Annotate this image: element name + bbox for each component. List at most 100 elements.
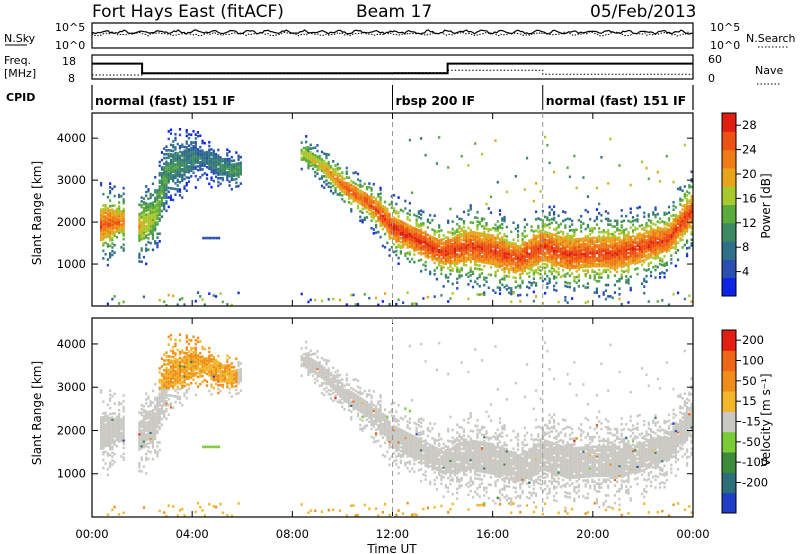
power-cell <box>598 246 601 249</box>
power-cell <box>471 249 475 253</box>
power-cell <box>613 230 617 234</box>
power-cell <box>645 269 648 272</box>
power-cell <box>685 205 689 209</box>
power-cell <box>417 229 420 232</box>
velocity-cell <box>154 449 157 452</box>
power-cell <box>440 238 443 242</box>
power-cell <box>201 160 204 164</box>
power-cell <box>645 225 648 229</box>
power-cell <box>674 228 677 232</box>
power-cell <box>528 245 531 248</box>
power-cell <box>106 220 109 224</box>
power-cell <box>163 186 166 190</box>
power-cell <box>415 229 418 233</box>
velocity-cell <box>109 422 112 426</box>
power-cell <box>149 206 152 209</box>
power-cell <box>402 221 405 224</box>
power-cell <box>638 237 641 241</box>
power-cell <box>329 167 333 170</box>
power-cell <box>187 155 191 159</box>
power-cell <box>573 277 576 281</box>
power-cell <box>352 192 355 196</box>
velocity-cell <box>111 431 114 435</box>
power-cell <box>187 176 191 180</box>
power-cell <box>647 239 650 243</box>
power-cell <box>611 259 614 262</box>
power-cell <box>625 256 628 260</box>
power-cell <box>307 153 310 157</box>
power-cell <box>307 161 310 164</box>
power-cell <box>485 244 488 248</box>
power-cell <box>519 254 522 257</box>
power-cell <box>658 232 662 236</box>
power-cell <box>494 270 497 274</box>
power-cell <box>584 273 587 276</box>
colorbar-tick-label: 8 <box>742 240 749 254</box>
power-cell <box>523 258 526 261</box>
velocity-cell <box>104 435 107 438</box>
power-cell <box>341 178 344 182</box>
power-cell <box>145 220 148 224</box>
power-cell <box>501 255 504 258</box>
velocity-cell <box>122 417 125 421</box>
velocity-cell <box>140 407 143 411</box>
power-cell <box>160 187 164 190</box>
power-cell <box>546 252 549 255</box>
power-y-axis-label: Slant Range [km] <box>30 161 44 265</box>
power-cell <box>483 259 486 262</box>
power-cell <box>172 187 175 190</box>
power-cell <box>300 150 303 154</box>
power-cell <box>476 227 479 231</box>
velocity-cell <box>109 465 112 468</box>
power-cell <box>393 218 396 222</box>
power-cell <box>672 231 675 234</box>
power-cell <box>489 243 493 247</box>
power-cell <box>469 260 472 264</box>
power-cell <box>510 266 513 269</box>
power-cell <box>553 262 556 265</box>
power-cell <box>564 239 567 242</box>
power-cell <box>685 201 689 205</box>
velocity-cell <box>158 380 161 384</box>
power-cell <box>609 261 612 264</box>
power-cell <box>354 182 357 186</box>
power-cell <box>347 197 351 200</box>
power-cell <box>480 245 484 249</box>
power-cell <box>469 266 472 270</box>
power-cell <box>600 244 603 247</box>
power-cell <box>336 174 339 177</box>
power-cell <box>510 258 513 262</box>
power-cell <box>512 268 515 272</box>
power-cell <box>424 234 427 238</box>
power-cell <box>433 254 436 257</box>
velocity-cell <box>147 414 150 418</box>
power-cell <box>165 194 168 198</box>
power-cell <box>338 187 342 191</box>
power-cell <box>575 245 578 249</box>
velocity-cell <box>169 380 173 384</box>
velocity-cell <box>169 370 173 374</box>
power-cell <box>667 235 671 239</box>
power-cell <box>406 223 409 227</box>
power-cell <box>586 282 590 285</box>
power-cell <box>487 235 490 239</box>
power-cell <box>625 228 628 231</box>
velocity-cell <box>120 435 123 439</box>
velocity-cell <box>169 376 173 380</box>
power-cell <box>140 260 143 264</box>
power-cell <box>374 223 378 227</box>
velocity-cell <box>102 443 105 446</box>
power-cell <box>372 216 375 220</box>
power-cell <box>230 174 233 178</box>
power-cell <box>607 276 610 279</box>
power-cell <box>314 161 317 165</box>
power-cell <box>341 188 344 192</box>
power-cell <box>670 241 673 244</box>
power-cell <box>438 258 441 261</box>
power-cell <box>151 227 155 231</box>
power-cell <box>564 226 567 229</box>
power-cell <box>679 197 682 201</box>
power-cell <box>327 164 330 168</box>
velocity-cell <box>104 462 107 465</box>
power-cell <box>185 176 188 179</box>
